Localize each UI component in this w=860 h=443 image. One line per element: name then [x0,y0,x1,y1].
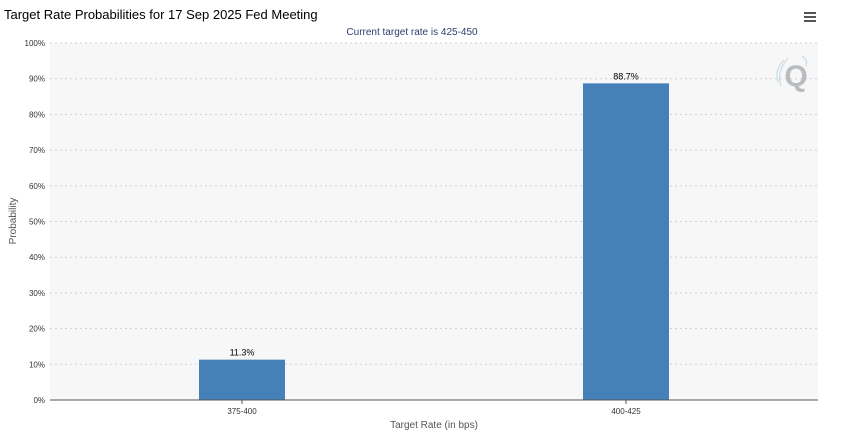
y-tick-label: 70% [29,146,45,155]
y-tick-label: 80% [29,110,45,119]
data-label: 88.7% [613,71,639,81]
x-axis-title: Target Rate (in bps) [390,420,478,431]
bar-400-425[interactable] [583,83,669,400]
y-tick-label: 10% [29,360,45,369]
q-logo-icon: Q [772,52,812,96]
y-axis-title: Probability [8,198,19,245]
data-label: 11.3% [230,348,255,358]
svg-text:Q: Q [784,60,807,93]
y-tick-label: 30% [29,289,45,298]
y-tick-labels: 0% 10% 20% 30% 40% 50% 60% 70% 80% 90% 100% [25,39,45,405]
bar-375-400[interactable] [199,360,285,400]
y-tick-label: 0% [33,396,45,405]
y-tick-label: 60% [29,182,45,191]
x-tick-label: 375-400 [227,407,257,416]
chart-subtitle: Current target rate is 425-450 [346,27,478,38]
y-tick-label: 90% [29,75,45,84]
y-tick-label: 20% [29,325,45,334]
x-tick-labels: 375-400 400-425 [227,400,641,416]
y-tick-label: 50% [29,218,45,227]
y-tick-label: 40% [29,253,45,262]
x-tick-label: 400-425 [611,407,641,416]
y-tick-label: 100% [25,39,45,48]
